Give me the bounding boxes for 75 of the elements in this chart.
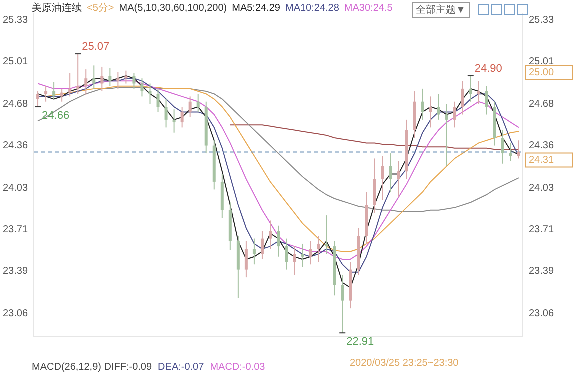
text: MA5:24.29 bbox=[232, 3, 280, 14]
annotation: 22.91 bbox=[346, 336, 374, 348]
candlestick bbox=[309, 240, 312, 266]
candlestick bbox=[188, 96, 192, 118]
ref-line-label: 24.31 bbox=[528, 154, 554, 166]
candlestick bbox=[196, 94, 200, 113]
candlestick bbox=[277, 225, 280, 258]
candlestick bbox=[132, 72, 136, 90]
chart-title: 美原油连续 bbox=[32, 3, 82, 14]
text: 2020/03/25 23:25~23:30 bbox=[350, 358, 459, 369]
candlestick bbox=[477, 80, 480, 105]
candlestick bbox=[44, 86, 48, 102]
candlestick bbox=[52, 82, 56, 100]
y-tick-label: 24.68 bbox=[2, 99, 28, 110]
y2-tick-label: 24.03 bbox=[528, 183, 554, 194]
candlestick bbox=[260, 230, 264, 260]
y2-tick-label: 25.33 bbox=[528, 15, 554, 26]
annotation: MA(5,10,30,60,100,200) bbox=[119, 3, 228, 14]
candlestick bbox=[252, 238, 256, 266]
candlestick bbox=[445, 104, 448, 167]
y2-tick-label: 23.71 bbox=[528, 224, 554, 236]
y2-tick-label: 25.01 bbox=[528, 56, 554, 68]
y2-tick-label: 23.39 bbox=[528, 266, 554, 277]
candlestick bbox=[429, 96, 432, 128]
candlestick bbox=[285, 238, 288, 270]
candlestick bbox=[164, 98, 168, 128]
candlestick bbox=[501, 130, 504, 164]
annotation: 24.90 bbox=[474, 63, 502, 76]
text: MACD:-0.03 bbox=[210, 362, 266, 373]
candlestick bbox=[397, 160, 400, 198]
candlestick bbox=[517, 140, 520, 160]
annotation: 全部主题▼ bbox=[412, 2, 470, 18]
candlestick bbox=[301, 243, 304, 268]
y-tick-label: 25.01 bbox=[2, 56, 28, 68]
candlestick bbox=[116, 72, 120, 90]
text: MA10:24.28 bbox=[285, 3, 340, 14]
annotation: 25.07 bbox=[82, 41, 110, 54]
candlestick bbox=[268, 220, 272, 250]
text: 25.00 bbox=[528, 68, 554, 79]
candlestick bbox=[293, 246, 296, 276]
y-tick-label: 23.39 bbox=[2, 266, 28, 277]
candlestick bbox=[100, 66, 104, 92]
candlestick bbox=[172, 109, 176, 134]
y-tick-label: 23.06 bbox=[2, 308, 28, 320]
candlestick bbox=[453, 101, 456, 128]
y-tick-label: 25.33 bbox=[2, 15, 28, 26]
y2-tick-label: 24.68 bbox=[528, 99, 554, 110]
candlestick bbox=[421, 88, 424, 120]
text: MA30:24.5 bbox=[344, 3, 393, 14]
candlestick bbox=[389, 153, 392, 193]
candlestick bbox=[108, 68, 112, 87]
candlestick bbox=[92, 65, 96, 90]
text: MACD(26,12,9) DIFF:-0.09 bbox=[32, 362, 152, 373]
candlestick bbox=[84, 69, 88, 96]
chart-subtitle: <5分> bbox=[87, 3, 114, 14]
candlestick bbox=[124, 70, 128, 84]
candlestick bbox=[180, 106, 184, 128]
candlestick bbox=[381, 156, 384, 201]
candlestick bbox=[317, 236, 320, 263]
y-tick-label: 24.36 bbox=[2, 140, 28, 152]
candlestick bbox=[148, 83, 152, 105]
candlestick bbox=[244, 240, 248, 278]
y2-tick-label: 24.36 bbox=[528, 140, 554, 152]
y-tick-label: 24.03 bbox=[2, 183, 28, 194]
candlestick bbox=[140, 78, 144, 98]
candlestick bbox=[485, 86, 488, 116]
candlestick bbox=[437, 94, 440, 120]
candlestick bbox=[509, 142, 512, 162]
candlestick bbox=[68, 72, 72, 98]
y2-tick-label: 23.06 bbox=[528, 308, 554, 320]
text: DEA:-0.07 bbox=[158, 362, 204, 373]
candlestick bbox=[461, 80, 464, 116]
y-tick-label: 23.71 bbox=[2, 224, 28, 236]
candlestick bbox=[325, 215, 328, 255]
candlestick bbox=[156, 88, 160, 113]
